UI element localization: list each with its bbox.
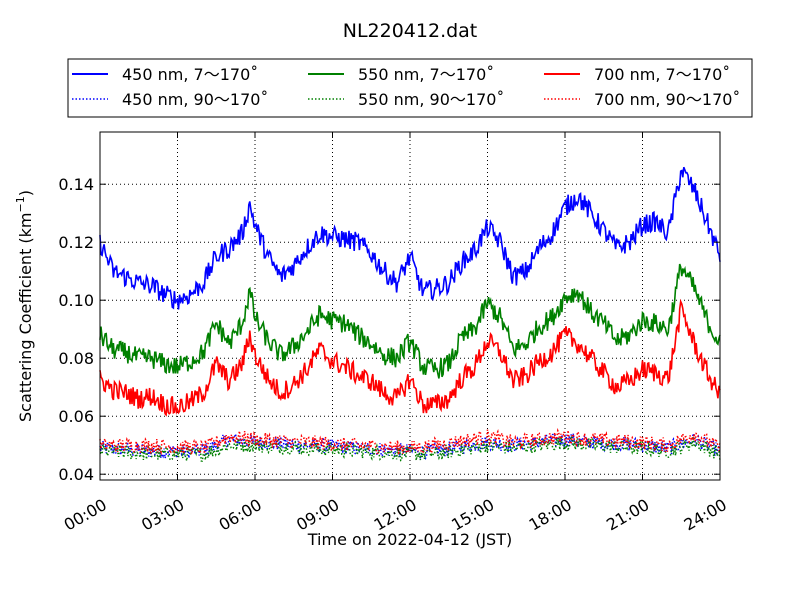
legend-label-4: 550 nm, 90～170˚: [358, 90, 504, 109]
y-tick-label: 0.14: [58, 175, 94, 194]
y-tick-label: 0.06: [58, 407, 94, 426]
legend: 450 nm, 7～170˚ 550 nm, 7～170˚ 700 nm, 7～17…: [67, 58, 753, 118]
x-tick-label: 15:00: [448, 495, 497, 535]
y-axis-label-close: ): [16, 190, 35, 196]
chart-title: NL220412.dat: [343, 20, 478, 42]
legend-label-3: 450 nm, 90～170˚: [122, 90, 268, 109]
series-line-0: [99, 166, 721, 310]
legend-label-0: 450 nm, 7～170˚: [122, 65, 258, 84]
x-tick-label: 21:00: [603, 495, 652, 535]
legend-label-2: 700 nm, 7～170˚: [594, 65, 730, 84]
x-tick-label: 06:00: [216, 495, 265, 535]
legend-label-1: 550 nm, 7～170˚: [358, 65, 494, 84]
x-tick-label: 03:00: [138, 495, 187, 535]
series-line-2: [99, 298, 721, 417]
y-axis-label: Scattering Coefficient (km−1): [14, 190, 35, 422]
x-tick-label: 18:00: [526, 495, 575, 535]
x-tick-label: 24:00: [681, 495, 730, 535]
series-line-5: [99, 427, 721, 457]
x-tick-label: 09:00: [293, 495, 342, 535]
series-line-1: [99, 263, 721, 379]
x-tick-label: 12:00: [371, 495, 420, 535]
y-tick-label: 0.08: [58, 349, 94, 368]
x-tick-label: 00:00: [61, 495, 110, 535]
y-axis-label-sup: −1: [14, 196, 27, 212]
y-tick-label: 0.12: [58, 233, 94, 252]
legend-label-5: 700 nm, 90～170˚: [594, 90, 740, 109]
plot-area: [100, 132, 720, 480]
legend-frame: [67, 58, 753, 118]
y-tick-label: 0.04: [58, 465, 94, 484]
y-tick-label: 0.10: [58, 291, 94, 310]
x-axis-label: Time on 2022-04-12 (JST): [307, 530, 512, 549]
series-layer: [99, 166, 721, 462]
y-axis-label-main: Scattering Coefficient (km: [16, 212, 35, 422]
